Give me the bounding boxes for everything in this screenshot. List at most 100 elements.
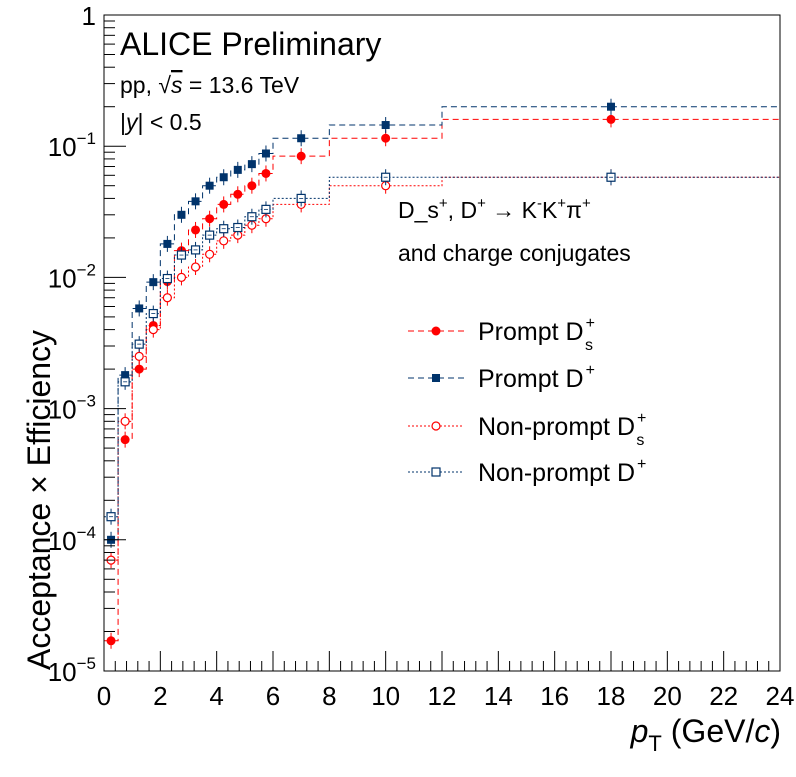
series-3	[104, 169, 780, 525]
y-tick-label: 10−4	[48, 523, 96, 556]
series-step-line	[104, 176, 780, 518]
x-tick-label: 20	[653, 681, 682, 711]
data-point	[381, 133, 391, 143]
data-point	[134, 351, 144, 361]
x-tick-label: 12	[428, 681, 457, 711]
data-point	[219, 173, 228, 182]
legend-label-name: Non-prompt D	[478, 459, 635, 487]
y-tick-exponent: −2	[77, 260, 96, 279]
y-tick-base: 10	[48, 395, 77, 425]
data-point	[149, 278, 158, 287]
x-tick-label: 22	[709, 681, 738, 711]
data-point	[607, 102, 615, 111]
decay-sup4: +	[557, 195, 566, 212]
y-tick-exponent: −3	[77, 392, 96, 411]
x-axis-label-unit: (GeV/	[662, 713, 755, 749]
legend-label-name: Non-prompt D	[478, 413, 635, 441]
data-point	[219, 199, 229, 209]
decay-arrow-k: → K	[486, 197, 538, 223]
chart-title: ALICE Preliminary	[120, 26, 381, 62]
y-tick-base: 10	[48, 132, 77, 162]
data-point	[120, 435, 130, 445]
data-point	[191, 197, 200, 206]
x-tick-label: 10	[371, 681, 400, 711]
decay-sup2: +	[477, 195, 486, 212]
data-point	[247, 160, 256, 169]
data-point	[296, 151, 306, 161]
y-axis-label: Acceptance × Efficiency	[21, 330, 57, 670]
legend-marker	[432, 374, 440, 382]
y-tick-label: 10−1	[48, 129, 96, 162]
legend-label-sup: +	[637, 456, 646, 473]
decay-sup5: +	[582, 195, 591, 212]
legend-label-sub: s	[585, 337, 593, 354]
legend-marker	[431, 467, 441, 477]
series-step-line	[104, 106, 780, 541]
y-tick-label: 1	[82, 1, 96, 31]
x-axis-label-close: )	[770, 713, 781, 749]
data-point	[219, 236, 229, 246]
x-tick-label: 6	[266, 681, 280, 711]
data-point	[247, 181, 257, 191]
data-point	[297, 134, 306, 143]
data-point	[162, 293, 172, 303]
system-energy: = 13.6 TeV	[183, 72, 300, 98]
legend-marker	[431, 421, 441, 431]
y-tick-label: 10−2	[48, 260, 96, 293]
decay-channel-label: D_s+, D+ → K-K+π+	[398, 195, 591, 223]
x-tick-label: 18	[597, 681, 626, 711]
data-point	[106, 636, 116, 646]
y-tick-base: 1	[82, 1, 96, 31]
legend-label: Prompt D +	[478, 362, 595, 393]
data-point	[606, 114, 616, 124]
charge-conjugates-label: and charge conjugates	[398, 240, 631, 266]
data-point	[120, 416, 130, 426]
y-tick-label: 10−3	[48, 392, 96, 425]
legend-label-name: Prompt D	[478, 318, 584, 346]
x-axis-label-sub: T	[648, 731, 661, 756]
tick-layer: 0 2 4 6 8 10 12 14 16 18 20 22 2410−510−410−310−210−…	[48, 1, 795, 711]
rapidity-close: | < 0.5	[137, 109, 201, 135]
x-tick-label: 0	[97, 681, 111, 711]
data-point	[381, 121, 390, 130]
legend-marker	[431, 326, 441, 336]
series-step-line	[104, 118, 780, 642]
rapidity-open: |	[120, 109, 126, 135]
data-point	[205, 249, 215, 259]
y-tick-base: 10	[48, 263, 77, 293]
sqrt-symbol: √	[158, 72, 171, 98]
y-tick-exponent: −4	[77, 523, 96, 542]
system-prefix: pp,	[120, 72, 158, 98]
x-tick-label: 16	[540, 681, 569, 711]
data-point	[233, 165, 242, 174]
data-point	[148, 325, 158, 335]
y-tick-exponent: −5	[77, 654, 96, 673]
data-point	[134, 364, 144, 374]
data-point	[261, 168, 271, 178]
decay-pi: π	[566, 197, 582, 223]
x-axis-label-c: c	[754, 713, 770, 749]
x-tick-label: 14	[484, 681, 513, 711]
decay-sup3: -	[537, 195, 542, 212]
legend-label-sup: +	[586, 315, 595, 332]
legend-label: Prompt D + s	[478, 315, 595, 354]
x-tick-label: 2	[153, 681, 167, 711]
data-point	[261, 149, 270, 158]
collision-system-label: pp, √s = 13.6 TeV	[120, 72, 300, 98]
decay-k2: K	[542, 197, 558, 223]
legend-label-name: Prompt D	[478, 365, 584, 393]
y-tick-exponent: −1	[77, 129, 96, 148]
rapidity-cut-label: |y| < 0.5	[120, 109, 202, 135]
data-point	[177, 210, 186, 219]
legend-label: Non-prompt D + s	[478, 410, 646, 449]
x-tick-label: 4	[209, 681, 223, 711]
data-point	[190, 262, 201, 272]
legend-label-sup: +	[586, 362, 595, 379]
rapidity-y: y	[124, 109, 139, 135]
data-point	[205, 214, 215, 224]
sqrt-s: s	[171, 72, 183, 98]
data-point	[176, 272, 187, 282]
